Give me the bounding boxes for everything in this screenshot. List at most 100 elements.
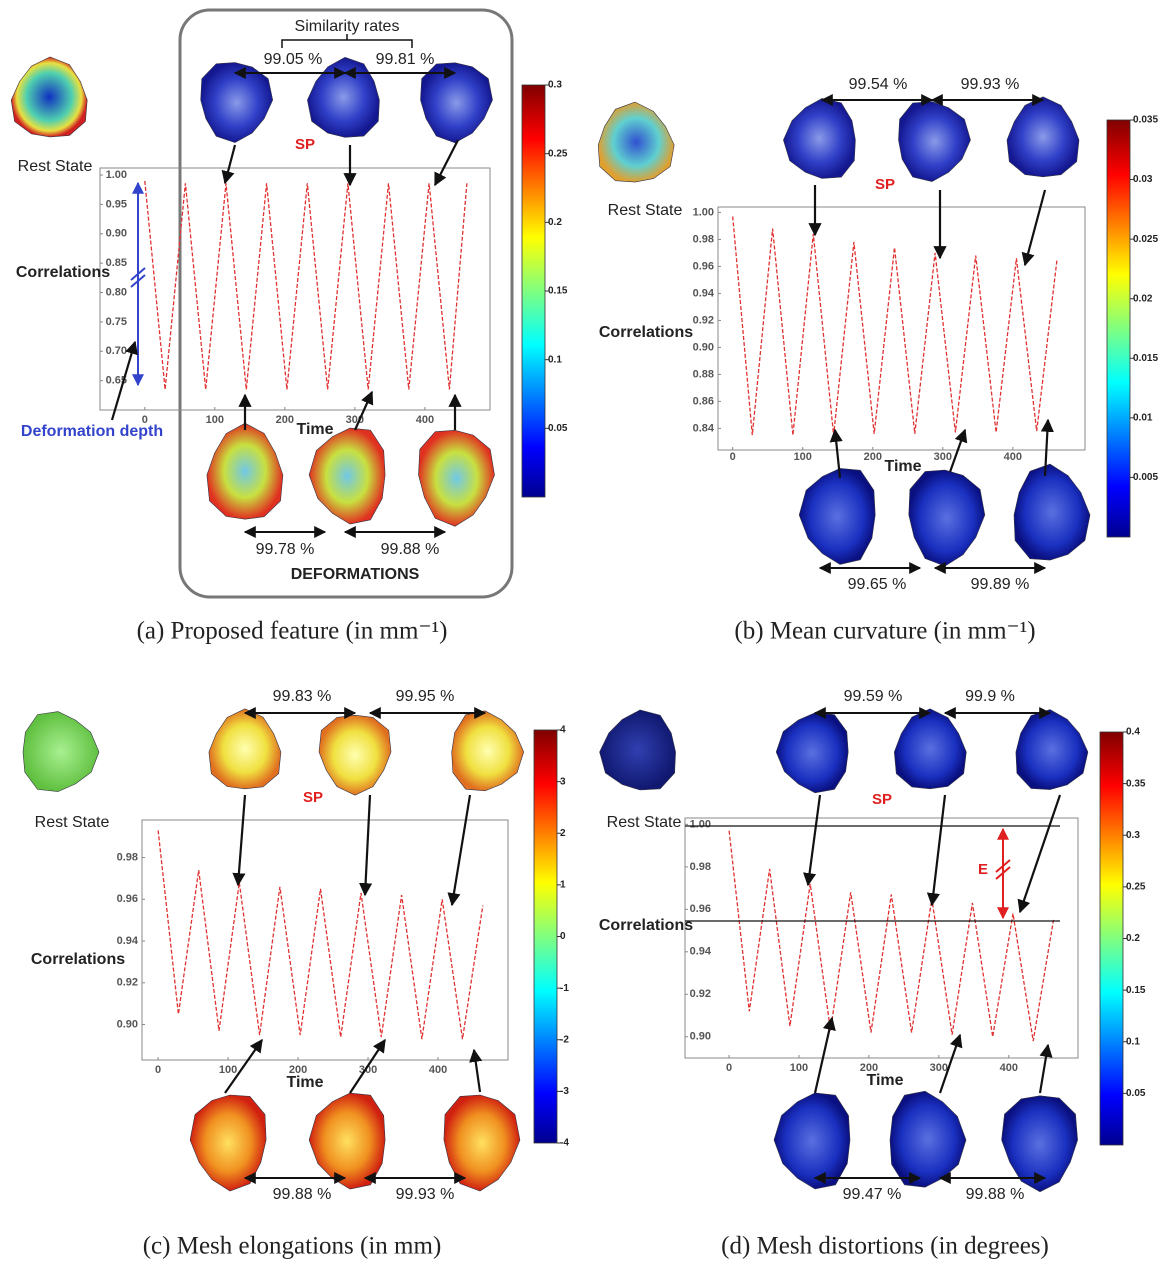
pointer-arrow bbox=[813, 1016, 836, 1094]
x-tick-label: 100 bbox=[219, 1064, 237, 1076]
pointer-arrow bbox=[221, 144, 237, 185]
pointer-arrow bbox=[110, 340, 138, 421]
pointer-arrow bbox=[926, 794, 947, 907]
mesh bbox=[443, 1094, 521, 1192]
pointer-arrow bbox=[359, 794, 373, 897]
similarity-rate: 99.81 % bbox=[376, 51, 435, 68]
pointer-arrow bbox=[232, 794, 247, 887]
mesh bbox=[775, 712, 849, 794]
pointer-arrow bbox=[1021, 189, 1047, 267]
colorbar-tick-label: 0.01 bbox=[1133, 412, 1153, 423]
depth-label: Deformation depth bbox=[21, 423, 163, 440]
y-tick-label: 0.92 bbox=[690, 988, 711, 1000]
similarity-rate: 99.9 % bbox=[965, 688, 1015, 705]
colorbar-tick-label: 3 bbox=[560, 776, 566, 787]
group-frame bbox=[178, 8, 514, 599]
gap-label: E bbox=[978, 861, 988, 878]
y-tick-label: 0.96 bbox=[693, 260, 714, 272]
mesh bbox=[189, 1094, 267, 1192]
y-tick-label: 0.70 bbox=[106, 345, 127, 357]
pointer-arrow bbox=[353, 390, 374, 431]
y-axis-label: Correlations bbox=[599, 324, 693, 341]
y-tick-label: 0.90 bbox=[690, 1031, 711, 1043]
y-tick-label: 0.88 bbox=[693, 368, 714, 380]
colorbar-tick-label: 0.25 bbox=[548, 148, 568, 159]
rest-label: Rest State bbox=[608, 202, 683, 219]
mesh bbox=[597, 101, 675, 183]
similarity-rate: 99.89 % bbox=[971, 576, 1030, 593]
plot-frame bbox=[717, 206, 1086, 451]
mesh bbox=[599, 709, 676, 791]
x-axis-label: Time bbox=[286, 1074, 323, 1091]
x-tick-label: 200 bbox=[276, 414, 294, 426]
mesh bbox=[1013, 463, 1091, 561]
x-tick-label: 200 bbox=[864, 451, 882, 463]
x-tick-label: 400 bbox=[1000, 1062, 1018, 1074]
x-tick-label: 100 bbox=[790, 1062, 808, 1074]
mesh bbox=[208, 708, 282, 790]
colorbar-tick-label: 0 bbox=[560, 931, 566, 942]
colorbar bbox=[1099, 731, 1124, 1146]
similarity-rate: 99.54 % bbox=[849, 76, 908, 93]
similarity-rate: 99.65 % bbox=[848, 576, 907, 593]
colorbar-tick-label: 0.15 bbox=[548, 286, 568, 297]
mesh bbox=[451, 710, 525, 792]
pointer-arrow bbox=[938, 1033, 963, 1094]
x-tick-label: 0 bbox=[155, 1064, 161, 1076]
pointer-arrow bbox=[948, 428, 968, 473]
colorbar-tick-label: 0.025 bbox=[1133, 234, 1158, 245]
mesh bbox=[200, 62, 274, 143]
x-tick-label: 400 bbox=[429, 1064, 447, 1076]
correlation-line bbox=[157, 830, 484, 1040]
y-tick-label: 0.92 bbox=[117, 977, 138, 989]
pointer-arrow bbox=[1038, 1043, 1053, 1094]
x-tick-label: 200 bbox=[860, 1062, 878, 1074]
x-tick-label: 300 bbox=[346, 414, 364, 426]
mesh bbox=[10, 56, 88, 138]
y-tick-label: 1.00 bbox=[693, 206, 714, 218]
pointer-arrow bbox=[469, 1048, 483, 1093]
colorbar-tick-label: 0.03 bbox=[1133, 174, 1153, 185]
similarity-rate: 99.78 % bbox=[256, 541, 315, 558]
pointer-arrow bbox=[803, 794, 822, 887]
x-axis-label: Time bbox=[884, 458, 921, 475]
colorbar-tick-label: 1 bbox=[560, 880, 566, 891]
sp-label: SP bbox=[875, 176, 895, 193]
colorbar bbox=[521, 84, 546, 498]
colorbar-tick-label: 0.1 bbox=[1126, 1036, 1140, 1047]
y-axis-label: Correlations bbox=[16, 264, 110, 281]
pointer-arrow bbox=[224, 1038, 263, 1094]
y-tick-label: 0.96 bbox=[117, 893, 138, 905]
y-axis-label: Correlations bbox=[31, 951, 125, 968]
mesh bbox=[1015, 709, 1089, 790]
x-axis-label: Time bbox=[296, 421, 333, 438]
mesh bbox=[206, 422, 284, 520]
bracket bbox=[281, 34, 413, 48]
colorbar-tick-label: -4 bbox=[560, 1138, 569, 1149]
similarity-rate: 99.93 % bbox=[961, 76, 1020, 93]
correlation-line bbox=[728, 830, 1055, 1042]
mesh bbox=[773, 1092, 851, 1190]
pointer-arrow bbox=[829, 428, 843, 479]
y-tick-label: 0.80 bbox=[106, 286, 127, 298]
colorbar-tick-label: 0.3 bbox=[1126, 830, 1140, 841]
y-tick-label: 0.94 bbox=[693, 287, 715, 299]
x-tick-label: 300 bbox=[930, 1062, 948, 1074]
colorbar-tick-label: 4 bbox=[560, 725, 566, 736]
colorbar-tick-label: -3 bbox=[560, 1086, 569, 1097]
colorbar-tick-label: 0.02 bbox=[1133, 293, 1153, 304]
mesh bbox=[1001, 1095, 1078, 1193]
x-tick-label: 0 bbox=[726, 1062, 732, 1074]
x-tick-label: 100 bbox=[206, 414, 224, 426]
y-tick-label: 0.94 bbox=[117, 935, 139, 947]
rest-label: Rest State bbox=[18, 158, 93, 175]
similarity-rate: 99.83 % bbox=[273, 688, 332, 705]
y-tick-label: 0.86 bbox=[693, 395, 714, 407]
caption: (c) Mesh elongations (in mm) bbox=[143, 1233, 442, 1260]
correlation-line bbox=[144, 180, 468, 390]
colorbar-tick-label: 2 bbox=[560, 828, 566, 839]
group-label: DEFORMATIONS bbox=[291, 566, 420, 583]
similarity-rate: 99.05 % bbox=[264, 51, 323, 68]
mesh bbox=[908, 469, 986, 567]
